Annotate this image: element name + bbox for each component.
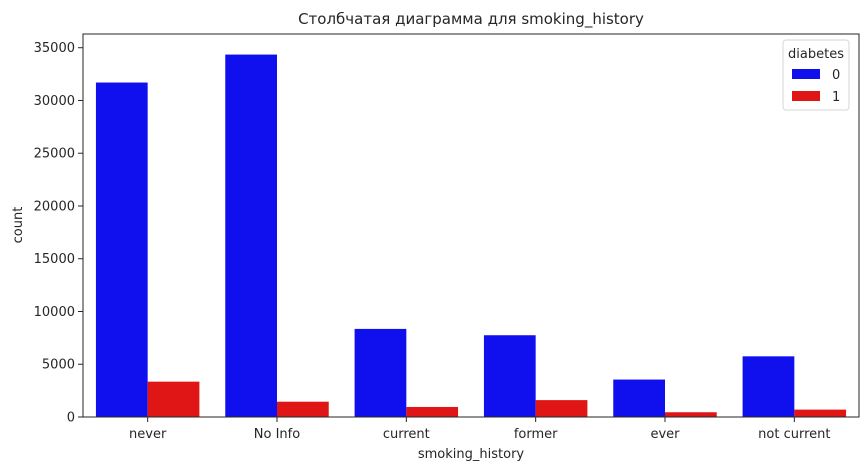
- legend: diabetes 0 1: [782, 39, 850, 111]
- chart-title: Столбчатая диаграмма для smoking_history: [298, 10, 644, 29]
- y-tick-label: 30000: [34, 94, 75, 109]
- legend-swatch-1: [792, 91, 820, 101]
- y-tick-label: 35000: [34, 41, 75, 56]
- bar-never-diabetes-0: [95, 82, 148, 418]
- bar-no-info-diabetes-0: [225, 54, 277, 418]
- bar-former-diabetes-0: [483, 335, 536, 417]
- x-axis-label: smoking_history: [418, 447, 525, 462]
- axes-layer: never No Info current former ever not current…: [34, 33, 860, 442]
- x-tick-label: No Info: [254, 427, 300, 442]
- bar-current-diabetes-1: [406, 406, 459, 417]
- bars-layer: [95, 54, 847, 418]
- y-tick-label: 15000: [34, 252, 75, 267]
- bar-never-diabetes-1: [147, 381, 200, 417]
- bar-no-info-diabetes-1: [277, 401, 329, 417]
- legend-label-0: 0: [832, 68, 840, 83]
- bar-former-diabetes-1: [535, 400, 588, 417]
- x-tick-label: former: [514, 427, 558, 442]
- bar-not-current-diabetes-0: [742, 356, 795, 417]
- bar-not-current-diabetes-1: [794, 409, 847, 417]
- x-tick-label: ever: [650, 427, 680, 442]
- x-tick-label: current: [383, 427, 430, 442]
- bar-ever-diabetes-1: [665, 412, 717, 417]
- y-tick-label: 0: [67, 411, 75, 426]
- y-axis-label: count: [11, 207, 26, 244]
- y-tick-label: 25000: [34, 147, 75, 162]
- plot-frame: [82, 33, 860, 418]
- y-tick-label: 5000: [42, 358, 75, 373]
- legend-title: diabetes: [788, 47, 844, 62]
- bar-ever-diabetes-0: [613, 379, 665, 417]
- legend-swatch-0: [792, 69, 820, 79]
- legend-label-1: 1: [832, 90, 840, 105]
- y-tick-label: 20000: [34, 199, 75, 214]
- bar-current-diabetes-0: [354, 328, 407, 417]
- x-tick-label: never: [129, 427, 167, 442]
- x-tick-label: not current: [758, 427, 830, 442]
- y-tick-label: 10000: [34, 305, 75, 320]
